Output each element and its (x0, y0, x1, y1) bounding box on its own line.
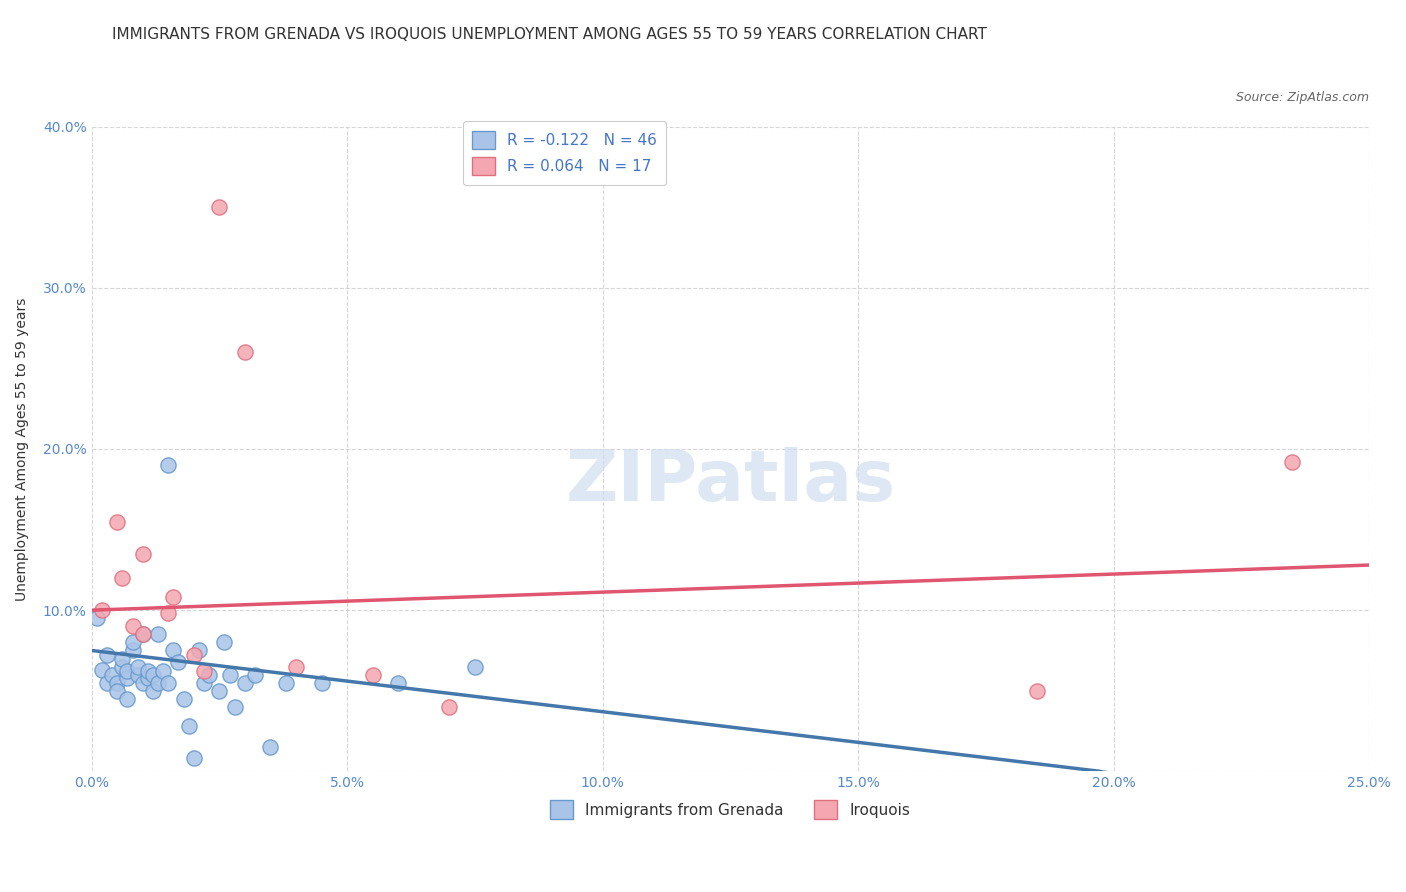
Point (121, 635, 143, 649)
Point (111, 651, 134, 665)
Point (162, 591, 184, 605)
Point (117, 671, 139, 685)
Point (111, 659, 134, 673)
Text: IMMIGRANTS FROM GRENADA VS IROQUOIS UNEMPLOYMENT AMONG AGES 55 TO 59 YEARS CORRE: IMMIGRANTS FROM GRENADA VS IROQUOIS UNEM… (112, 27, 987, 42)
Point (233, 345, 256, 359)
Point (105, 515, 128, 529)
Point (146, 627, 169, 641)
Point (177, 719, 200, 733)
Point (142, 683, 165, 698)
Point (132, 675, 155, 690)
Point (157, 675, 180, 690)
Point (105, 675, 128, 690)
Point (214, 635, 236, 649)
Point (96, 675, 118, 690)
Point (86, 611, 108, 625)
Point (121, 643, 143, 657)
Point (198, 667, 221, 681)
Y-axis label: Unemployment Among Ages 55 to 59 years: Unemployment Among Ages 55 to 59 years (15, 297, 30, 600)
Point (136, 665, 159, 679)
Point (90, 603, 112, 617)
Point (111, 571, 134, 585)
Point (183, 648, 205, 663)
Point (233, 675, 256, 690)
Point (173, 691, 195, 706)
Point (193, 665, 215, 679)
Point (311, 675, 333, 690)
Point (121, 619, 143, 633)
Point (243, 667, 266, 681)
Point (162, 643, 184, 657)
Point (132, 547, 155, 561)
Point (259, 740, 281, 755)
Point (183, 751, 205, 765)
Point (1026, 683, 1049, 698)
Point (464, 659, 486, 673)
Point (274, 675, 297, 690)
Point (105, 683, 128, 698)
Point (146, 675, 169, 690)
Point (157, 458, 180, 472)
Point (208, 683, 231, 698)
Point (224, 699, 246, 714)
Point (127, 667, 149, 681)
Point (132, 627, 155, 641)
Point (132, 627, 155, 641)
Point (361, 667, 384, 681)
Point (101, 667, 124, 681)
Point (208, 200, 231, 214)
Point (193, 675, 215, 690)
Point (127, 659, 149, 673)
Point (117, 691, 139, 706)
Point (1281, 455, 1303, 469)
Point (187, 643, 209, 657)
Point (167, 655, 190, 669)
Point (387, 675, 409, 690)
Point (439, 699, 461, 714)
Point (96, 648, 118, 663)
Point (285, 659, 308, 673)
Text: ZIPatlas: ZIPatlas (565, 447, 896, 516)
Legend: Immigrants from Grenada, Iroquois: Immigrants from Grenada, Iroquois (541, 791, 920, 828)
Point (136, 671, 159, 685)
Point (152, 665, 174, 679)
Point (157, 607, 180, 621)
Point (90, 663, 112, 677)
Point (142, 667, 165, 681)
Point (117, 665, 139, 679)
Point (218, 667, 240, 681)
Text: Source: ZipAtlas.com: Source: ZipAtlas.com (1236, 91, 1369, 104)
